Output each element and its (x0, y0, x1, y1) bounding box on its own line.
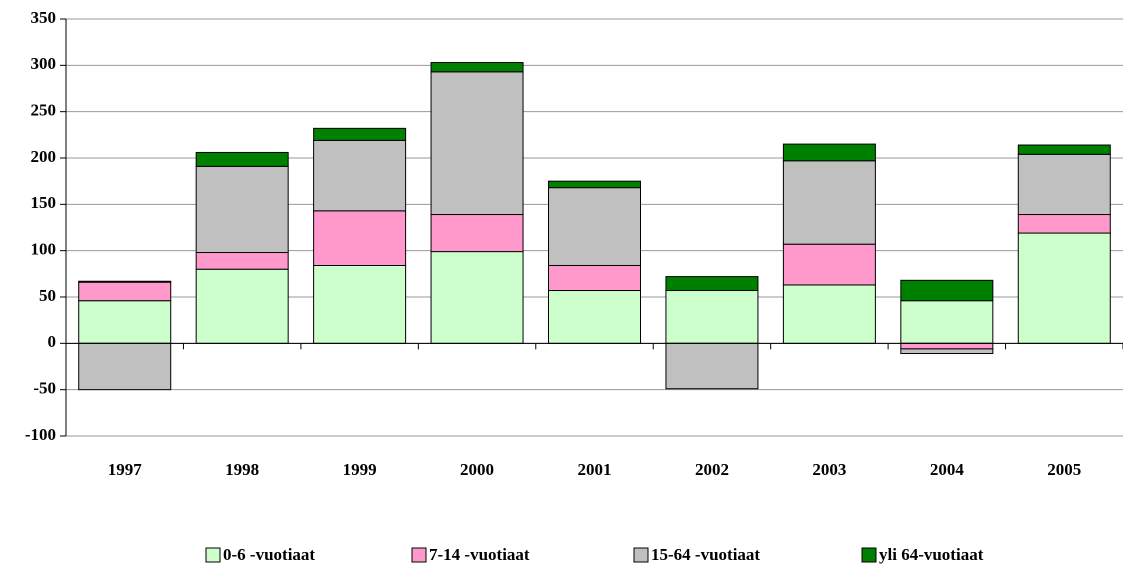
bar-segment (313, 127, 407, 141)
bar-segment (430, 251, 524, 344)
bar-segment (195, 165, 289, 254)
bar-segment (782, 243, 876, 286)
x-tick-label: 1998 (225, 460, 259, 479)
x-tick-label: 2002 (695, 460, 729, 479)
bar-segment (1017, 144, 1111, 155)
legend-label: 15-64 -vuotiaat (651, 545, 760, 564)
bar-segment (782, 143, 876, 162)
bar-segment (1017, 214, 1111, 234)
legend-swatch (411, 547, 427, 563)
bar-segment (313, 264, 407, 344)
bar-segment (665, 290, 759, 344)
bar-segment (78, 342, 172, 391)
bar-segment (78, 281, 172, 302)
legend-swatch (633, 547, 649, 563)
bar-segment (1017, 232, 1111, 344)
bar-segment (430, 62, 524, 73)
x-tick-label: 2001 (578, 460, 612, 479)
x-tick-label: 1999 (343, 460, 377, 479)
bar-segment (782, 284, 876, 344)
y-tick-label: 0 (48, 332, 57, 351)
bar-segment (548, 290, 641, 344)
bar-segment (900, 348, 994, 355)
legend-swatch (205, 547, 221, 563)
x-tick-label: 2003 (812, 460, 846, 479)
bar-segment (548, 187, 641, 266)
bar-segment (665, 342, 759, 390)
legend-label: 7-14 -vuotiaat (429, 545, 530, 564)
bar-segment (430, 214, 524, 253)
y-tick-label: 50 (39, 286, 56, 305)
bar-segment (900, 300, 994, 344)
bar-segment (195, 268, 289, 344)
bar-segment (195, 252, 289, 270)
x-tick-label: 1997 (108, 460, 143, 479)
bar-segment (900, 279, 994, 302)
y-tick-label: -50 (33, 379, 56, 398)
bar-segment (548, 264, 641, 292)
y-tick-label: 150 (31, 193, 57, 212)
bar-segment (313, 139, 407, 212)
bar-segment (313, 210, 407, 266)
y-tick-label: 200 (31, 147, 57, 166)
y-tick-label: 250 (31, 101, 57, 120)
bar-segment (782, 160, 876, 245)
bar-segment (78, 280, 172, 283)
x-tick-label: 2004 (930, 460, 965, 479)
bar-segment (665, 276, 759, 292)
y-tick-label: -100 (25, 425, 56, 444)
y-tick-label: 350 (31, 8, 57, 27)
bar-segment (430, 71, 524, 216)
x-tick-label: 2000 (460, 460, 494, 479)
bar-segment (900, 342, 994, 350)
bar-segment (78, 300, 172, 344)
legend-label: 0-6 -vuotiaat (223, 545, 315, 564)
bar-segment (195, 151, 289, 167)
bar-segment (1017, 153, 1111, 216)
x-tick-label: 2005 (1047, 460, 1081, 479)
legend-swatch (861, 547, 877, 563)
y-tick-label: 100 (31, 240, 57, 259)
y-tick-label: 300 (31, 54, 57, 73)
legend-label: yli 64-vuotiaat (879, 545, 984, 564)
bar-segment (548, 180, 641, 189)
